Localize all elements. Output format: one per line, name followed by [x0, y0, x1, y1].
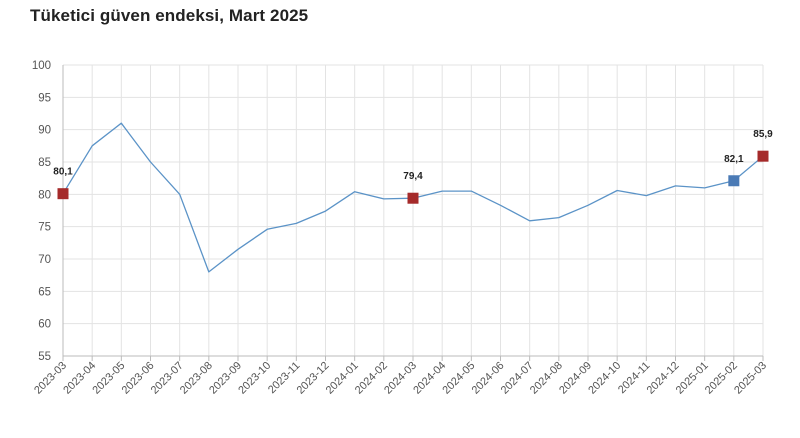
data-label: 82,1: [724, 154, 744, 165]
data-label: 80,1: [53, 167, 73, 178]
y-tick-label: 90: [38, 125, 51, 137]
data-point-marker: [57, 188, 69, 200]
x-tick-label: 2025-03: [732, 360, 769, 397]
data-label: 85,9: [753, 129, 773, 140]
x-tick-label: 2023-10: [236, 360, 273, 397]
y-tick-label: 55: [38, 351, 51, 363]
y-tick-label: 95: [38, 92, 51, 104]
y-tick-label: 70: [38, 254, 51, 266]
data-point-marker: [757, 150, 769, 162]
y-tick-label: 85: [38, 157, 51, 169]
data-point-marker: [728, 175, 740, 187]
y-tick-label: 65: [38, 286, 51, 298]
y-tick-label: 80: [38, 189, 51, 201]
chart-title: Tüketici güven endeksi, Mart 2025: [30, 6, 309, 25]
data-point-marker: [407, 192, 419, 204]
x-tick-label: 2024-10: [586, 360, 623, 397]
y-tick-label: 60: [38, 319, 51, 331]
y-tick-label: 75: [38, 222, 51, 234]
data-label: 79,4: [403, 171, 423, 182]
y-tick-label: 100: [32, 60, 51, 72]
